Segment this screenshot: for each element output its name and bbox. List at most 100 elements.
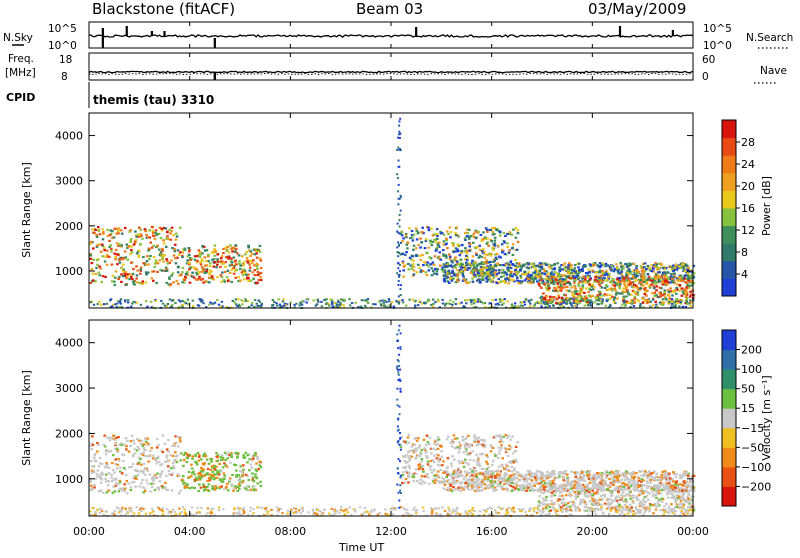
heatmap-cell <box>619 292 622 294</box>
heatmap-cell <box>154 238 157 240</box>
heatmap-cell <box>512 264 515 266</box>
heatmap-cell <box>186 259 189 261</box>
heatmap-cell <box>445 265 448 267</box>
heatmap-cell <box>565 303 568 305</box>
heatmap-cell <box>420 453 423 455</box>
heatmap-cell <box>598 271 601 273</box>
heatmap-cell <box>220 281 223 283</box>
heatmap-cell <box>124 300 126 302</box>
heatmap-cell <box>458 272 461 274</box>
heatmap-cell <box>110 477 113 479</box>
heatmap-cell <box>233 464 236 466</box>
heatmap-cell <box>201 271 204 273</box>
heatmap-cell <box>223 472 226 474</box>
heatmap-cell <box>238 483 241 485</box>
heatmap-cell <box>524 304 526 306</box>
heatmap-cell <box>671 294 674 296</box>
heatmap-cell <box>505 264 508 266</box>
heatmap-cell <box>592 288 595 290</box>
heatmap-cell <box>106 491 109 493</box>
heatmap-cell <box>686 481 689 483</box>
heatmap-cell <box>494 240 497 242</box>
heatmap-cell <box>529 305 531 307</box>
heatmap-cell <box>463 478 466 480</box>
heatmap-cell <box>367 302 369 304</box>
heatmap-cell <box>208 463 211 465</box>
heatmap-cell <box>147 263 150 265</box>
heatmap-cell <box>495 299 497 301</box>
heatmap-cell <box>517 471 520 473</box>
heatmap-cell <box>532 263 535 265</box>
heatmap-cell <box>176 235 179 237</box>
heatmap-cell <box>427 461 430 463</box>
heatmap-cell <box>156 473 159 475</box>
heatmap-cell <box>491 471 494 473</box>
heatmap-cell <box>581 478 584 480</box>
heatmap-cell <box>131 435 134 437</box>
heatmap-cell <box>529 470 532 472</box>
heatmap-cell <box>578 285 581 287</box>
heatmap-cell <box>132 455 135 457</box>
heatmap-cell <box>207 468 210 470</box>
heatmap-cell <box>517 271 520 273</box>
heatmap-cell <box>465 450 468 452</box>
heatmap-cell <box>149 450 152 452</box>
heatmap-cell <box>641 297 644 299</box>
heatmap-cell <box>186 457 189 459</box>
heatmap-cell <box>156 446 159 448</box>
heatmap-cell <box>559 266 562 268</box>
heatmap-cell <box>417 232 420 234</box>
heatmap-cell <box>476 476 479 478</box>
heatmap-cell <box>547 303 549 305</box>
heatmap-cell <box>258 461 261 463</box>
heatmap-cell <box>179 251 182 253</box>
heatmap-cell <box>183 459 186 461</box>
heatmap-cell <box>259 464 262 466</box>
heatmap-cell <box>589 299 591 301</box>
heatmap-cell <box>441 464 444 466</box>
heatmap-cell <box>157 487 160 489</box>
heatmap-cell <box>144 281 147 283</box>
heatmap-cell <box>409 450 412 452</box>
heatmap-cell <box>685 296 688 298</box>
heatmap-cell <box>494 435 497 437</box>
heatmap-cell <box>171 247 174 249</box>
heatmap-cell <box>452 473 455 475</box>
heatmap-cell <box>653 478 656 480</box>
heatmap-cell <box>655 304 657 306</box>
heatmap-cell <box>278 298 280 300</box>
heatmap-cell <box>127 259 130 261</box>
heatmap-cell <box>544 283 547 285</box>
heatmap-cell <box>612 278 615 280</box>
heatmap-cell <box>455 281 458 283</box>
heatmap-cell <box>110 298 112 300</box>
heatmap-cell <box>486 231 489 233</box>
heatmap-cell <box>650 264 653 266</box>
heatmap-cell <box>100 474 103 476</box>
heatmap-cell <box>431 472 434 474</box>
heatmap-cell <box>459 254 462 256</box>
heatmap-cell <box>652 299 654 301</box>
heatmap-cell <box>423 439 426 441</box>
heatmap-cell <box>96 473 99 475</box>
heatmap-cell <box>133 481 136 483</box>
heatmap-cell <box>257 482 260 484</box>
heatmap-cell <box>429 466 432 468</box>
heatmap-cell <box>439 481 442 483</box>
heatmap-cell <box>408 434 411 436</box>
heatmap-cell <box>423 261 426 263</box>
heatmap-cell <box>397 190 399 192</box>
heatmap-cell <box>455 298 457 300</box>
freq-tick-bottom: 8 <box>61 71 68 83</box>
colorbar-segment <box>722 208 736 226</box>
heatmap-cell <box>407 263 410 265</box>
nave-label: Nave <box>760 65 787 77</box>
heatmap-cell <box>110 450 113 452</box>
heatmap-cell <box>499 264 502 266</box>
heatmap-cell <box>216 264 219 266</box>
heatmap-cell <box>594 279 597 281</box>
heatmap-cell <box>120 281 123 283</box>
heatmap-cell <box>544 482 547 484</box>
heatmap-cell <box>116 263 119 265</box>
heatmap-cell <box>179 227 182 229</box>
